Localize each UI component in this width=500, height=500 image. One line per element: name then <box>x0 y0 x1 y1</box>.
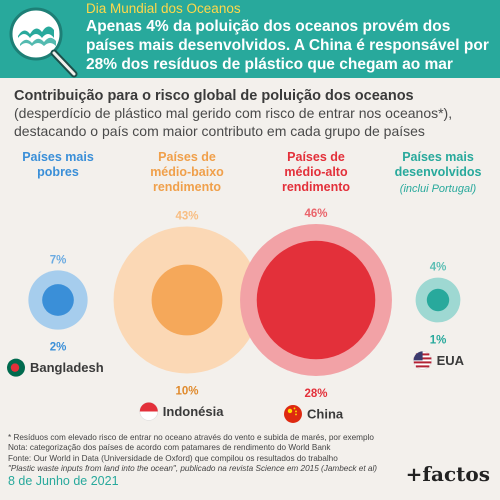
group-pct-label: 43% <box>175 211 198 223</box>
group-name: desenvolvidos <box>395 165 482 179</box>
flag-star <box>293 407 296 410</box>
flag-star <box>295 410 297 413</box>
country-name: Bangladesh <box>30 360 104 375</box>
country-name: EUA <box>437 353 465 368</box>
footnote-line: * Resíduos com elevado risco de entrar n… <box>8 433 374 442</box>
group-pct-label: 46% <box>304 208 327 220</box>
footnotes: * Resíduos com elevado risco de entrar n… <box>8 433 428 475</box>
chart-title: Contribuição para o risco global de polu… <box>14 88 414 104</box>
indonesia-flag-icon <box>139 402 159 421</box>
group-name: Países mais <box>22 150 94 164</box>
country-name: Indonésia <box>163 404 224 419</box>
group-name: médio-baixo <box>150 165 224 179</box>
flag-field <box>284 404 302 423</box>
china-flag-icon <box>284 404 302 423</box>
footnote-line: Fonte: Our World in Data (Universidade d… <box>8 453 338 463</box>
country-pct-label: 1% <box>430 334 447 346</box>
group-pct-label: 4% <box>430 262 447 274</box>
country-bubble <box>42 284 74 316</box>
flag-stripe <box>415 365 430 368</box>
group-pct-label: 7% <box>50 254 67 266</box>
footnote-line: "Plastic waste inputs from land into the… <box>8 464 377 474</box>
group-name: pobres <box>37 165 79 179</box>
group-name: Países mais <box>402 150 474 164</box>
chart-subtitle: (desperdício de plástico mal gerido com … <box>14 105 453 139</box>
country-bubble <box>256 240 376 360</box>
publication-date: 8 de Junho de 2021 <box>8 474 119 488</box>
usa-flag-icon <box>413 351 432 370</box>
country-pct-label: 10% <box>175 385 198 397</box>
country-pct-label: 28% <box>304 388 327 400</box>
group-name: Países de <box>287 150 345 164</box>
flag-canton <box>413 351 423 361</box>
header-banner: Dia Mundial dos Oceanos Apenas 4% da pol… <box>0 0 500 78</box>
flag-disc <box>10 363 20 372</box>
header-kicker: Dia Mundial dos Oceanos <box>86 1 241 16</box>
country-bubble <box>426 288 450 312</box>
group-name: rendimento <box>282 180 350 194</box>
flag-stripe <box>413 361 432 364</box>
brand-logo: +factos <box>405 462 490 486</box>
group-name: Países de <box>158 150 216 164</box>
bangladesh-flag-icon <box>7 358 25 377</box>
flag-top <box>139 402 158 412</box>
group-name: rendimento <box>153 180 221 194</box>
magnifier-waves-logo-icon <box>9 7 78 78</box>
flag-star <box>295 413 297 416</box>
country-bubble <box>151 264 223 336</box>
group-note: (inclui Portugal) <box>400 183 477 195</box>
header-title: Apenas 4% da poluição dos oceanos provém… <box>86 18 489 73</box>
country-pct-label: 2% <box>50 342 67 354</box>
group-name: médio-alto <box>284 165 348 179</box>
footnote-line: Nota: categorização dos países de acordo… <box>8 443 331 453</box>
flag-star <box>287 408 293 414</box>
country-name: China <box>307 406 344 421</box>
